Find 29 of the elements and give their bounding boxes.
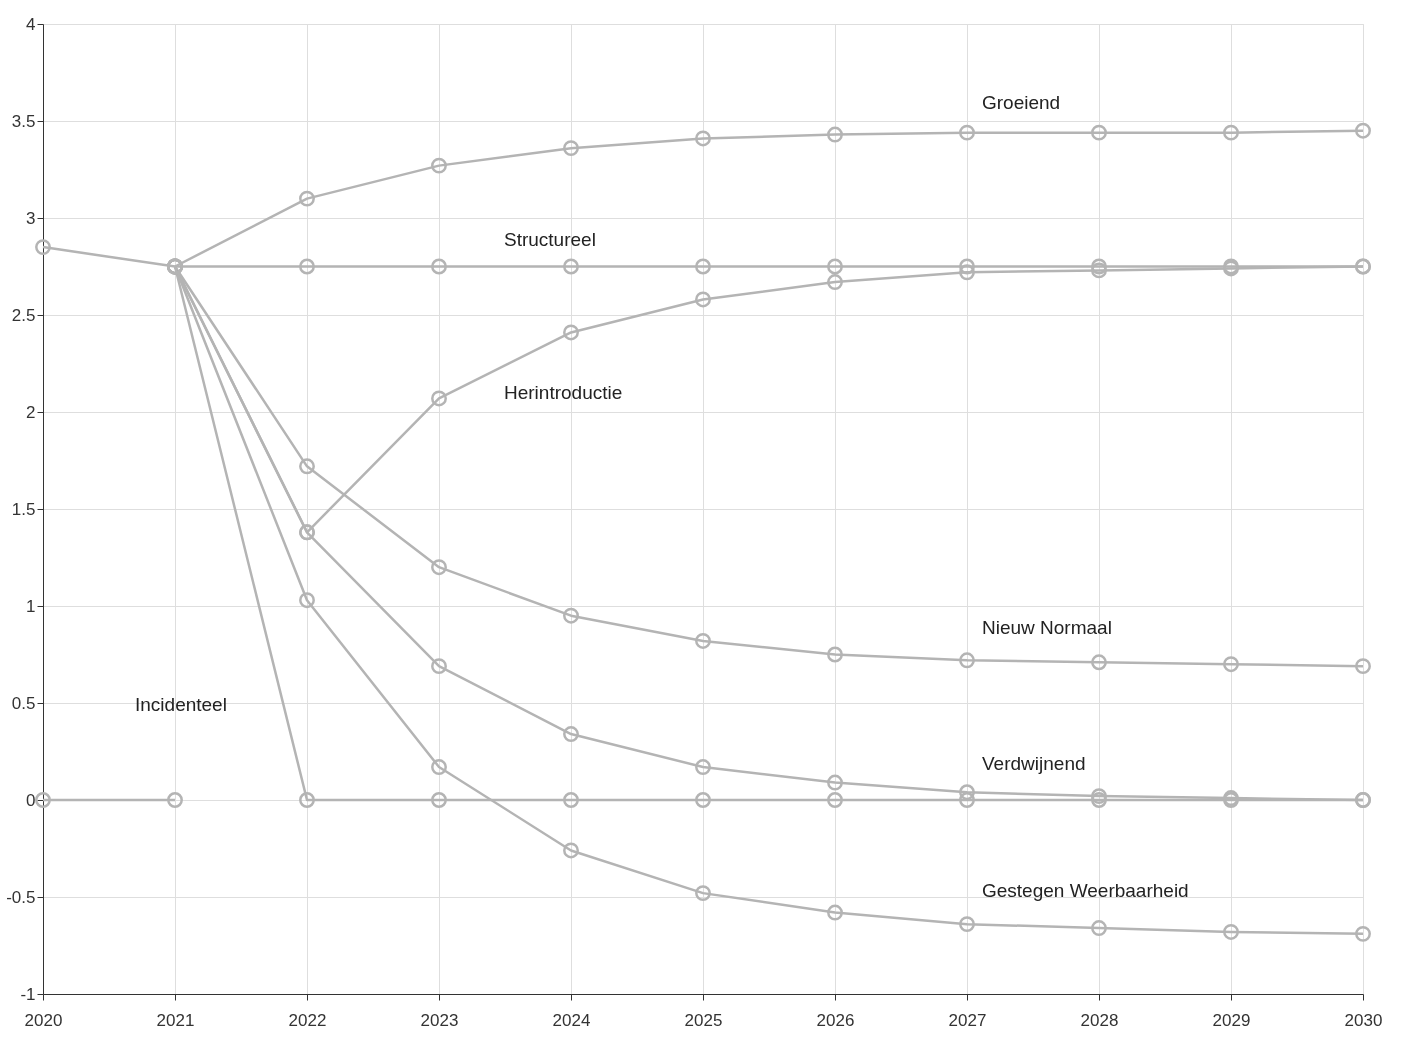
x-tick-label: 2029 (1212, 1010, 1251, 1030)
x-tick-label: 2024 (552, 1010, 591, 1030)
series-label: Structureel (504, 228, 596, 250)
series-label: Gestegen Weerbaarheid (982, 880, 1189, 902)
y-tick-label: 3 (26, 208, 36, 228)
series-label: Herintroductie (504, 382, 623, 404)
y-tick-label: 2 (26, 402, 36, 422)
x-tick-label: 2020 (24, 1010, 63, 1030)
x-tick-label: 2027 (948, 1010, 987, 1030)
y-tick-label: -0.5 (6, 887, 36, 907)
y-tick-label: 0 (26, 790, 36, 810)
x-tick-label: 2022 (288, 1010, 327, 1030)
y-tick-label: -1 (20, 984, 36, 1004)
x-tick-label: 2023 (420, 1010, 459, 1030)
x-tick-label: 2026 (816, 1010, 855, 1030)
x-tick-label: 2030 (1344, 1010, 1383, 1030)
y-tick-label: 3.5 (11, 111, 36, 131)
y-tick-label: 0.5 (11, 693, 36, 713)
series-label: Groeiend (982, 91, 1061, 113)
series-label: Nieuw Normaal (982, 617, 1112, 639)
x-tick-label: 2021 (156, 1010, 195, 1030)
series-label: Verdwijnend (982, 753, 1086, 775)
x-tick-label: 2025 (684, 1010, 723, 1030)
y-tick-label: 1.5 (11, 499, 36, 519)
y-tick-label: 4 (26, 14, 36, 34)
text: Incidenteel (135, 694, 227, 715)
y-tick-label: 2.5 (11, 305, 36, 325)
y-tick-label: 1 (26, 596, 36, 616)
x-tick-label: 2028 (1080, 1010, 1119, 1030)
